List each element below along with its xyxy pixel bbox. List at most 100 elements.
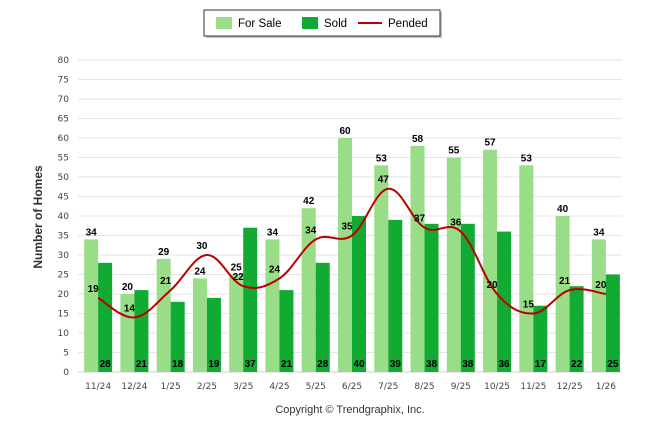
label-for-sale: 58 <box>412 134 424 145</box>
bar-for-sale <box>338 138 352 372</box>
bar-sold <box>605 274 620 372</box>
bar-sold <box>388 219 403 372</box>
label-pended: 19 <box>88 284 100 295</box>
bar-sold <box>460 223 475 372</box>
label-pended: 21 <box>559 276 571 287</box>
x-tick-label: 3/25 <box>233 382 253 392</box>
y-tick-label: 5 <box>63 349 69 359</box>
legend-label-sold: Sold <box>324 18 347 30</box>
label-pended: 30 <box>196 241 208 252</box>
x-tick-label: 7/25 <box>378 382 398 392</box>
y-tick-label: 15 <box>58 310 69 320</box>
bar-for-sale <box>374 165 389 372</box>
label-pended: 21 <box>160 276 172 287</box>
label-pended: 36 <box>450 218 462 229</box>
x-tick-label: 10/25 <box>484 382 510 392</box>
label-for-sale: 55 <box>448 146 460 157</box>
y-tick-label: 55 <box>58 154 69 164</box>
label-for-sale: 29 <box>158 247 170 258</box>
x-tick-label: 11/24 <box>85 382 111 392</box>
label-pended: 35 <box>341 222 353 233</box>
bar-for-sale <box>156 258 171 372</box>
bar-for-sale <box>120 294 135 372</box>
legend-label-pended: Pended <box>388 18 428 30</box>
label-sold: 39 <box>390 359 402 370</box>
label-sold: 28 <box>100 359 112 370</box>
legend: For Sale Sold Pended <box>203 9 442 38</box>
bar-for-sale <box>192 278 207 372</box>
label-sold: 28 <box>317 359 329 370</box>
bar-sold <box>279 290 294 372</box>
bar-for-sale <box>446 157 461 372</box>
bar-sold <box>352 216 366 372</box>
label-sold: 38 <box>462 359 474 370</box>
bar-sold <box>206 297 221 372</box>
label-sold: 40 <box>353 359 365 370</box>
label-pended: 20 <box>595 280 607 291</box>
x-tick-label: 8/25 <box>414 382 434 392</box>
y-tick-label: 65 <box>58 115 69 125</box>
bar-sold <box>134 290 149 372</box>
label-pended: 20 <box>487 280 499 291</box>
y-tick-label: 40 <box>58 212 70 222</box>
x-axis-ticks: 11/24 12/24 1/25 2/25 3/25 4/25 5/25 6/25 7/25 8/… <box>85 382 616 392</box>
label-for-sale: 25 <box>231 263 243 274</box>
x-tick-label: 1/26 <box>596 382 616 392</box>
legend-swatch-for-sale <box>216 17 232 29</box>
y-tick-label: 75 <box>58 76 69 86</box>
y-tick-label: 0 <box>63 368 69 378</box>
label-for-sale: 24 <box>194 266 206 277</box>
y-tick-label: 80 <box>58 56 70 66</box>
label-sold: 37 <box>245 359 257 370</box>
bar-sold <box>170 301 185 372</box>
legend-label-for-sale: For Sale <box>238 18 281 30</box>
x-tick-label: 12/25 <box>557 382 583 392</box>
pended-series-line <box>97 187 607 319</box>
label-pended: 37 <box>414 214 426 225</box>
bar-for-sale <box>229 274 244 372</box>
bar-for-sale <box>483 149 498 372</box>
x-tick-label: 12/24 <box>121 382 147 392</box>
label-sold: 21 <box>136 359 148 370</box>
label-sold: 36 <box>499 359 511 370</box>
y-tick-label: 20 <box>58 290 70 300</box>
legend-swatch-sold <box>302 17 318 29</box>
label-for-sale: 60 <box>339 126 351 137</box>
label-for-sale: 42 <box>303 196 315 207</box>
label-for-sale: 20 <box>122 282 134 293</box>
y-tick-label: 45 <box>58 193 69 203</box>
label-for-sale: 53 <box>521 153 533 164</box>
data-labels: 34 28 20 21 29 18 24 19 25 37 34 21 42 28 60 40 53 39 58 38… <box>86 126 619 370</box>
label-pended: 24 <box>269 264 281 275</box>
legend-box <box>203 9 441 37</box>
label-pended: 15 <box>523 300 535 311</box>
bar-for-sale <box>265 239 280 372</box>
bar-for-sale <box>84 239 99 372</box>
label-for-sale: 53 <box>376 153 388 164</box>
bar-sold <box>533 305 548 372</box>
bar-for-sale <box>591 239 606 372</box>
label-pended: 14 <box>124 303 136 314</box>
bar-sold <box>98 262 113 372</box>
y-tick-label: 25 <box>58 271 69 281</box>
y-tick-label: 70 <box>58 95 70 105</box>
y-tick-label: 10 <box>58 329 70 339</box>
y-tick-label: 35 <box>58 232 69 242</box>
label-sold: 18 <box>172 359 184 370</box>
label-for-sale: 34 <box>86 227 98 238</box>
x-tick-label: 2/25 <box>197 382 217 392</box>
label-pended: 47 <box>378 175 390 186</box>
y-axis-title: Number of Homes <box>31 165 45 269</box>
label-sold: 21 <box>281 359 293 370</box>
x-tick-label: 1/25 <box>161 382 181 392</box>
x-tick-label: 11/25 <box>520 382 546 392</box>
bars <box>84 138 620 372</box>
copyright-credit: Copyright © Trendgraphix, Inc. <box>275 404 424 416</box>
label-sold: 38 <box>426 359 438 370</box>
y-tick-label: 60 <box>58 134 70 144</box>
y-tick-label: 30 <box>58 251 70 261</box>
pended-line <box>97 187 607 319</box>
bar-sold <box>243 227 258 372</box>
label-for-sale: 34 <box>593 227 605 238</box>
label-sold: 25 <box>607 359 619 370</box>
